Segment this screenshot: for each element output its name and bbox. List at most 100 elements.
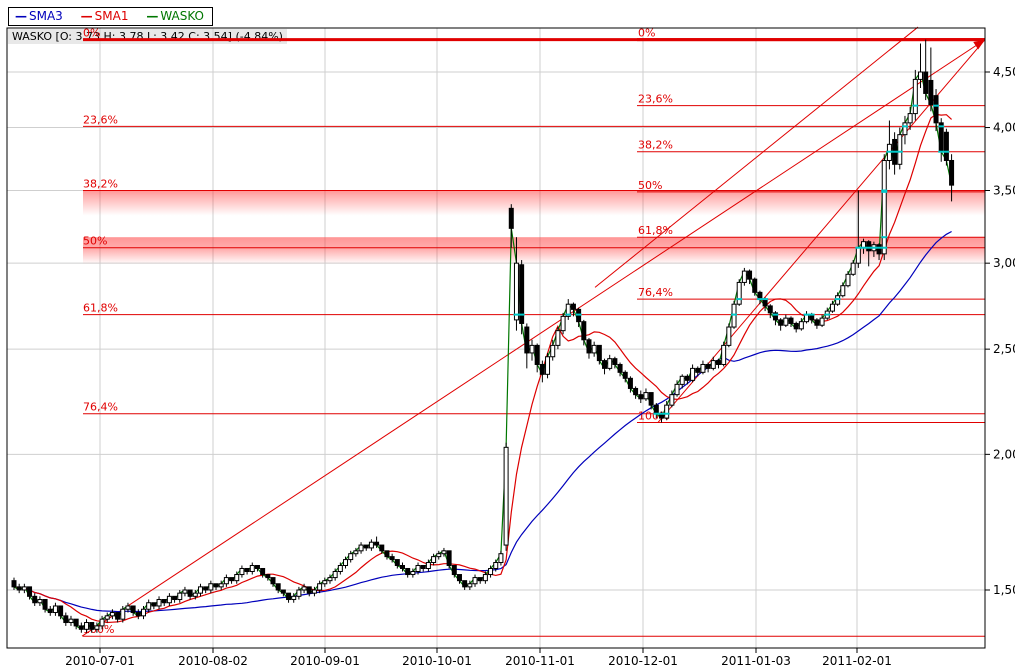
- candle-body: [208, 583, 214, 591]
- candle-body: [374, 541, 380, 546]
- wasko-close-line: [13, 70, 953, 631]
- candle-body: [555, 330, 561, 346]
- candle-body: [52, 605, 58, 614]
- candle-body: [197, 586, 203, 594]
- candle-body: [534, 344, 540, 365]
- fib-level-label: 76,4%: [638, 286, 673, 299]
- candle-body: [109, 612, 115, 617]
- candle-body: [368, 541, 374, 549]
- candle-body: [736, 281, 742, 305]
- candle-body: [317, 583, 323, 591]
- candle-body: [115, 612, 121, 620]
- candle-body: [519, 264, 525, 324]
- candle-body: [89, 622, 95, 630]
- candle-body: [524, 326, 530, 354]
- candle-body: [332, 571, 338, 579]
- date-tick-label: 2010-10-01: [402, 654, 472, 668]
- legend-item-sma1[interactable]: — SMA1: [81, 9, 129, 23]
- candle-body: [21, 586, 27, 591]
- candle-body: [410, 571, 416, 576]
- candle-body: [286, 592, 292, 601]
- candle-body: [223, 577, 229, 585]
- price-tick-label: 4,00: [993, 121, 1015, 135]
- candle-body: [700, 363, 706, 373]
- candle-body: [684, 375, 690, 381]
- candle-body: [94, 625, 100, 630]
- fib-level-label: 50%: [638, 179, 662, 192]
- candle-body: [441, 550, 447, 555]
- candle-body: [63, 615, 69, 624]
- candle-body: [156, 599, 162, 607]
- candle-body: [876, 244, 882, 255]
- candle-body: [674, 383, 680, 396]
- candle-body: [565, 303, 571, 317]
- legend-label: SMA1: [94, 9, 129, 23]
- candle-body: [902, 122, 908, 136]
- sma3-line: [13, 230, 952, 613]
- candle-body: [141, 608, 146, 617]
- candle-body: [731, 303, 737, 328]
- candle-body: [897, 134, 903, 165]
- candle-body: [752, 278, 758, 293]
- fib-level-label: 0%: [83, 27, 100, 40]
- candle-body: [32, 595, 38, 604]
- candle-body: [493, 562, 499, 569]
- candle-body: [244, 567, 250, 573]
- candle-body: [27, 586, 33, 597]
- legend-item-wasko[interactable]: — WASKO: [146, 9, 204, 23]
- fib-level-label: 61,8%: [638, 224, 673, 237]
- candle-body: [664, 404, 670, 419]
- candle-body: [462, 580, 468, 588]
- candle-body: [270, 577, 276, 585]
- candle-body: [612, 358, 618, 365]
- candle-body: [151, 602, 157, 607]
- candle-body: [99, 618, 105, 627]
- candle-body: [907, 113, 913, 124]
- candle-body: [265, 574, 271, 579]
- candle-body: [778, 319, 784, 326]
- candle-body: [420, 564, 426, 569]
- candle-body: [581, 321, 587, 341]
- candle-body: [249, 564, 255, 573]
- candle-body: [400, 564, 405, 569]
- trendline: [81, 39, 986, 637]
- candle-body: [695, 367, 701, 373]
- candle-body: [840, 285, 846, 297]
- candle-body: [503, 446, 509, 546]
- candle-body: [772, 312, 778, 321]
- date-tick-label: 2010-11-01: [505, 654, 575, 668]
- trendline: [594, 26, 919, 288]
- candle-body: [104, 615, 110, 620]
- candle-body: [384, 550, 390, 558]
- plot-frame: [6, 27, 986, 649]
- candle-body: [570, 303, 576, 310]
- candle-body: [762, 298, 768, 307]
- candle-body: [705, 363, 711, 369]
- candle-body: [291, 595, 297, 601]
- date-tick-label: 2011-01-03: [721, 654, 791, 668]
- fib-level-label: 76,4%: [83, 401, 118, 414]
- candle-body: [84, 622, 90, 630]
- candle-body: [602, 360, 608, 369]
- candle-body: [617, 363, 623, 373]
- candle-body: [446, 550, 452, 566]
- candle-body: [855, 247, 861, 264]
- sma1-line-swatch-icon: —: [80, 9, 93, 23]
- candle-body: [234, 574, 240, 582]
- candle-body: [627, 377, 633, 389]
- candle-body: [68, 618, 74, 624]
- candle-body: [353, 550, 359, 555]
- candle-body: [146, 602, 152, 610]
- candle-body: [741, 270, 747, 283]
- candle-body: [669, 394, 675, 406]
- candle-body: [793, 322, 799, 330]
- candle-body: [42, 599, 48, 610]
- candle-body: [260, 567, 266, 576]
- candle-body: [37, 599, 43, 604]
- legend-item-sma3[interactable]: — SMA3: [15, 9, 63, 23]
- fib-level-label: 23,6%: [638, 93, 673, 106]
- candle-body: [679, 375, 685, 385]
- candle-body: [814, 319, 820, 326]
